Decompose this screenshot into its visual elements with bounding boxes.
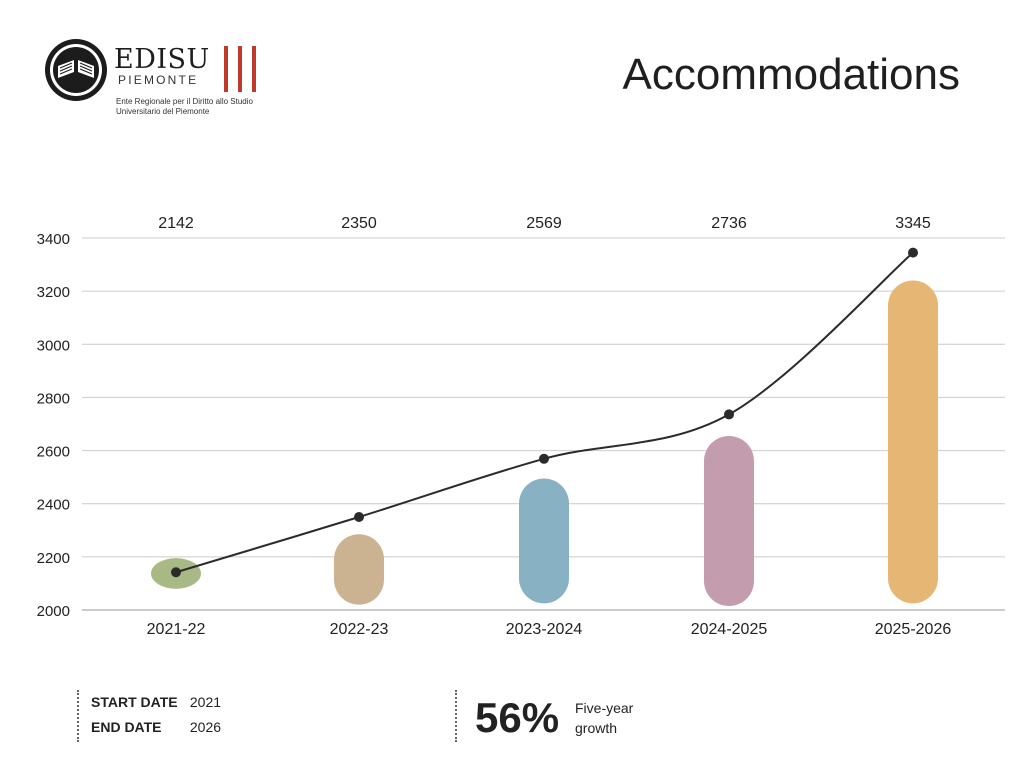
data-point [354, 512, 364, 522]
bar [888, 280, 938, 604]
logo-tagline: Ente Regionale per il Diritto allo Studi… [116, 97, 253, 116]
x-tick-label: 2025-2026 [875, 621, 952, 638]
accommodations-chart: 2000 2200 2400 2600 2800 3000 3200 3400 2021-22 2… [37, 215, 1005, 638]
data-point [539, 453, 549, 464]
value-label: 2350 [341, 215, 377, 232]
x-tick-label: 2023-2024 [506, 621, 583, 638]
y-tick-label: 2000 [37, 603, 70, 620]
data-point [724, 409, 734, 420]
value-label: 2142 [158, 215, 194, 232]
end-date-value: 2026 [189, 719, 222, 735]
bar [704, 435, 754, 607]
y-tick-label: 3400 [37, 231, 70, 248]
data-point [171, 567, 181, 578]
growth-summary: 56% Five-year growth [455, 690, 773, 742]
start-date-label: START DATE [91, 694, 178, 710]
y-tick-label: 2800 [37, 390, 70, 407]
end-date-row: END DATE 2026 [91, 715, 221, 740]
start-date-row: START DATE 2021 [91, 690, 221, 715]
book-seal-icon [45, 39, 107, 101]
value-label: 2736 [711, 215, 747, 232]
x-tick-label: 2024-2025 [691, 621, 768, 638]
value-label: 3345 [895, 215, 931, 232]
x-tick-label: 2022-23 [330, 621, 389, 638]
bar [334, 534, 384, 605]
logo-bars [224, 46, 256, 92]
value-label: 2569 [526, 215, 562, 232]
y-tick-label: 3000 [37, 337, 70, 354]
y-tick-label: 2200 [37, 550, 70, 567]
data-point [908, 247, 918, 258]
trend-line [175, 251, 914, 574]
y-tick-label: 3200 [37, 284, 70, 301]
growth-caption: Five-year growth [575, 700, 634, 736]
edisu-logo: EDISU PIEMONTE Ente Regionale per il Dir… [44, 38, 284, 120]
page-title: Accommodations [622, 50, 960, 99]
end-date-label: END DATE [91, 719, 162, 735]
logo-subtitle: PIEMONTE [118, 73, 199, 87]
growth-value: 56% [475, 694, 560, 741]
y-tick-label: 2600 [37, 444, 70, 461]
y-tick-label: 2400 [37, 497, 70, 514]
date-range: START DATE 2021 END DATE 2026 [77, 690, 221, 742]
x-tick-label: 2021-22 [147, 621, 206, 638]
bar [519, 478, 569, 604]
start-date-value: 2021 [189, 694, 222, 710]
logo-text: EDISU [114, 44, 210, 75]
